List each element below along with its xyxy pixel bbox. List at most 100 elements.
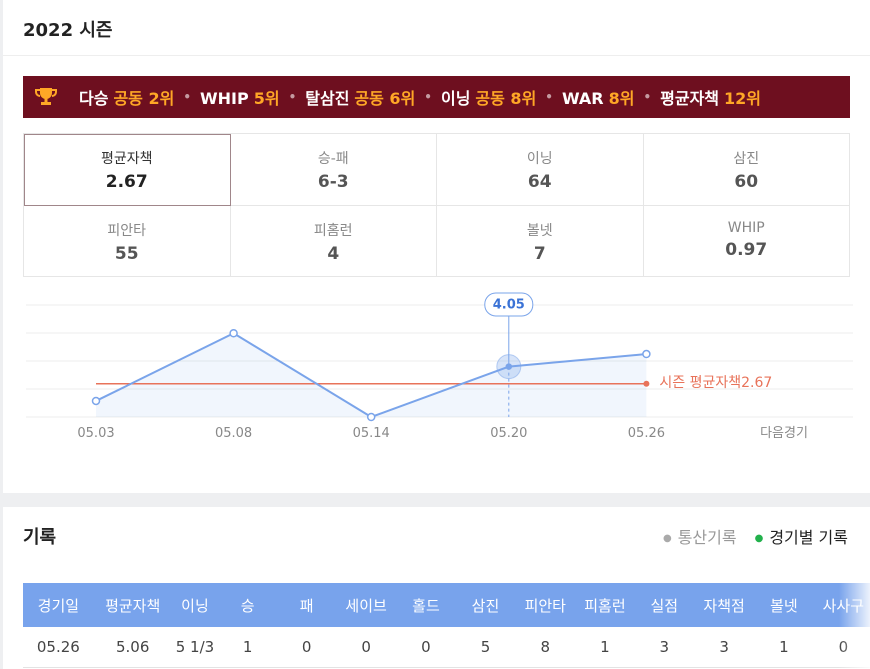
rank-item: 평균자책 12위 [660,85,761,109]
table-cell: 3 [634,627,695,668]
stat-cell: 평균자책 2.67 [24,134,231,206]
rank-item: 이닝 공동 8위 [441,85,536,109]
record-tab[interactable]: ● 경기별 기록 [755,524,848,548]
tooltip-box [484,292,534,317]
column-header: 패 [277,583,337,627]
stat-value: 4 [327,243,340,264]
rank-value: 공동 6위 [354,89,416,108]
column-header: 볼넷 [754,583,814,627]
section-title: 2022 시즌 [23,20,113,41]
stat-cell: 삼진 60 [643,134,850,206]
x-tick-label: 05.08 [215,426,252,441]
header-row: 경기일평균자책이닝승패세이브홀드삼진피안타피홈런실점자책점볼넷사사구 [23,583,870,627]
average-dot [643,380,650,387]
separator: • [545,90,553,104]
stat-label: 승-패 [317,151,349,167]
table-cell: 1 [575,627,635,668]
separator: • [424,90,432,104]
records-card: 기록 ● 통산기록 ● 경기별 기록 경기일 평균자책 이닝 승 패 세이브 홀드 삼진 피안타 피홈런… [3,507,870,669]
rank-value: 공동 8위 [475,89,537,108]
separator: • [288,90,297,104]
column-header: 홀드 [396,583,456,627]
table-cell: 5 [455,627,516,668]
tab-label: 경기별 기록 [769,528,848,547]
stat-value: 0.97 [725,239,768,260]
table-cell: 5 1/3 [171,627,219,668]
rank-label: WAR [561,89,604,108]
rank-value: 5위 [253,89,280,108]
season-card: 2022 시즌 다승 공동 2위 • WHIP 5위 • 탈삼진 공동 6위 • 이닝 공동 8위 •… [3,0,870,493]
table-cell: 05.26 [23,627,94,668]
table-body: 05.265.065 1/310005813310 [23,627,870,668]
stat-label: 이닝 [526,151,553,167]
table-row: 05.265.065 1/310005813310 [23,627,870,668]
rank-label: 이닝 [440,89,471,108]
column-header: 삼진 [455,583,516,627]
stat-value: 2.67 [105,172,148,192]
stat-value: 60 [734,172,759,192]
rank-label: WHIP [200,89,249,108]
rank-item: WHIP 5위 [200,85,280,109]
rank-item: WAR 8위 [562,85,635,109]
point [229,328,238,338]
stat-cell: 볼넷 7 [437,205,644,277]
divider [3,55,870,56]
rank-item: 탈삼진 공동 6위 [305,85,415,109]
table-wrap: 경기일평균자책이닝승패세이브홀드삼진피안타피홈런실점자책점볼넷사사구05.265… [23,583,870,669]
stat-cell: 피안타 55 [24,205,231,277]
separator: • [183,90,191,104]
rank-label: 평균자책 [660,89,720,108]
average-label: 시즌 평균자책2.67 [659,375,772,391]
x-tick-label: 다음경기 [760,426,808,441]
column-header: 피안타 [515,583,576,627]
point [505,363,513,370]
record-tab[interactable]: ● 통산기록 [663,524,737,548]
rank-banner: 다승 공동 2위 • WHIP 5위 • 탈삼진 공동 6위 • 이닝 공동 8위 • WAR 8위 • 평균… [23,76,850,118]
stat-label: 피안타 [107,222,147,239]
table-cell: 0 [277,627,337,668]
column-header: 피홈런 [575,583,635,627]
average-label-text: 시즌 평균자책 [659,375,741,391]
column-header: 경기일 [23,583,94,627]
stat-cell: 이닝 64 [437,134,644,206]
stat-value: 64 [527,172,552,192]
table-cell: 1 [218,627,278,668]
table-cell: 0 [336,627,397,668]
column-header: 자책점 [694,583,755,627]
column-header: 승 [218,583,278,627]
tab-dot: ● [662,533,672,544]
stat-label: 볼넷 [526,222,553,239]
stat-cell: WHIP 0.97 [643,205,850,277]
data-label: 4.05 [493,298,525,313]
era-chart: 05.03 05.08 05.14 05.20 05.26 다음경기 시즌 평균자책2.67… [26,292,853,441]
table-cell: 3 [694,627,755,668]
line-area [96,333,647,417]
trophy-icon [35,88,57,105]
table-cell: 8 [515,627,576,668]
separator: • [643,90,652,104]
column-header: 실점 [634,583,695,627]
column-header: 평균자책 [93,583,172,627]
column-header: 세이브 [336,583,397,627]
stats-grid: 평균자책 2.67 승-패 6-3 이닝 64 삼진 60 피안타 55 피홈런 4 볼넷 7 WHIP 0.… [23,133,850,277]
stat-label: 평균자책 [100,151,153,167]
x-tick-label: 05.20 [490,426,527,441]
stat-value: 55 [114,243,139,264]
x-tick-label: 05.26 [628,426,665,441]
record-tabs: ● 통산기록 ● 경기별 기록 [663,524,848,548]
tab-dot: ● [754,533,764,544]
stat-cell: 피홈런 4 [230,205,437,277]
stat-cell: 승-패 6-3 [230,134,437,206]
rank-value: 12위 [724,89,762,108]
x-tick-label: 05.03 [77,426,114,441]
stat-label: WHIP [727,219,765,236]
tab-label: 통산기록 [677,528,737,547]
table-cell: 5.06 [93,627,172,668]
stat-label: 삼진 [733,151,760,167]
stat-value: 6-3 [317,172,349,192]
rank-label: 탈삼진 [305,89,350,108]
rank-item: 다승 공동 2위 [79,85,174,109]
table-cell: 1 [754,627,814,668]
scroll-fade [839,583,870,669]
